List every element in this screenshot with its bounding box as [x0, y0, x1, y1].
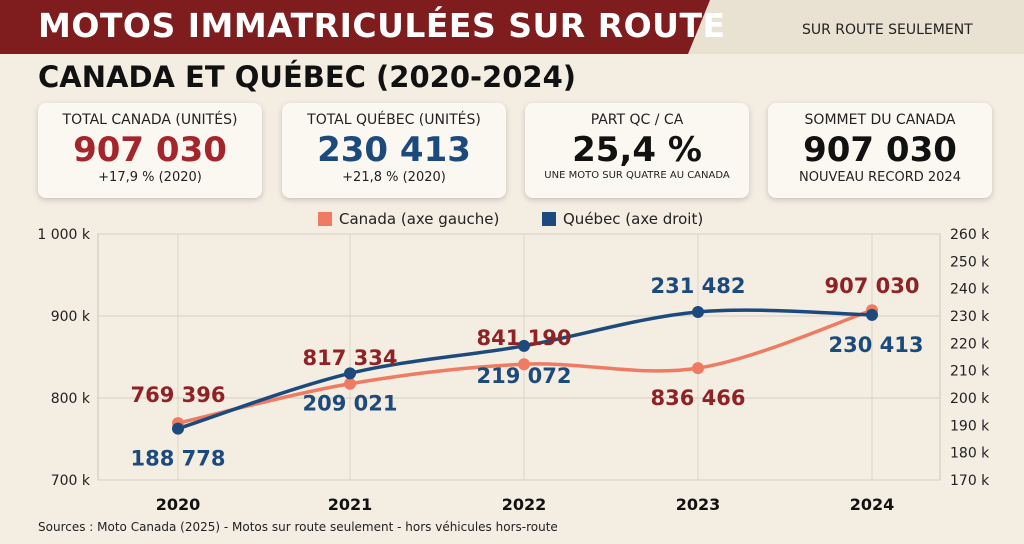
y-right-tick-label: 170 k — [950, 473, 990, 489]
y-left-tick-label: 800 k — [51, 391, 91, 407]
data-label-quebec: 230 413 — [829, 333, 924, 357]
card-label: TOTAL QUÉBEC (UNITÉS) — [307, 112, 481, 128]
y-right-tick-label: 220 k — [950, 336, 990, 352]
card-value: 25,4 % — [572, 130, 702, 170]
y-right-tick-label: 250 k — [950, 254, 990, 270]
point-quebec — [344, 367, 356, 380]
x-tick-label: 2023 — [676, 495, 721, 514]
data-label-quebec: 231 482 — [651, 274, 746, 298]
card-peak: SOMMET DU CANADA 907 030 NOUVEAU RECORD … — [768, 103, 992, 198]
x-tick-label: 2020 — [156, 495, 201, 514]
plot-frame — [97, 233, 941, 481]
source-note: Sources : Moto Canada (2025) - Motos sur… — [38, 520, 558, 534]
point-quebec — [692, 305, 704, 318]
y-right-tick-label: 200 k — [950, 391, 990, 407]
card-total-canada: TOTAL CANADA (UNITÉS) 907 030 +17,9 % (2… — [38, 103, 262, 198]
legend-label-canada: Canada (axe gauche) — [339, 210, 500, 228]
card-share: PART QC / CA 25,4 % UNE MOTO SUR QUATRE … — [525, 103, 749, 198]
y-right-tick-label: 230 k — [950, 309, 990, 325]
y-right-tick-label: 180 k — [950, 446, 990, 462]
card-label: SOMMET DU CANADA — [804, 112, 956, 128]
card-value: 230 413 — [317, 130, 471, 170]
card-value: 907 030 — [73, 130, 227, 170]
y-left-tick-label: 900 k — [51, 309, 91, 325]
data-label-canada: 841 190 — [477, 326, 572, 350]
page-title: MOTOS IMMATRICULÉES SUR ROUTE — [38, 6, 726, 45]
card-value: 907 030 — [803, 130, 957, 170]
legend-item-quebec: Québec (axe droit) — [542, 210, 703, 228]
tag-banner — [688, 0, 1024, 54]
point-canada — [518, 358, 530, 371]
card-label: TOTAL CANADA (UNITÉS) — [62, 112, 238, 128]
y-right-tick-label: 210 k — [950, 364, 990, 380]
data-label-canada: 769 396 — [131, 383, 226, 407]
point-quebec — [172, 422, 184, 435]
card-label: PART QC / CA — [590, 112, 684, 128]
card-note: UNE MOTO SUR QUATRE AU CANADA — [544, 170, 730, 181]
x-tick-label: 2022 — [502, 495, 547, 514]
card-note: NOUVEAU RECORD 2024 — [799, 170, 961, 185]
y-right-tick-label: 190 k — [950, 418, 990, 434]
card-total-quebec: TOTAL QUÉBEC (UNITÉS) 230 413 +21,8 % (2… — [282, 103, 506, 198]
point-canada — [692, 362, 704, 375]
point-canada — [344, 377, 356, 390]
data-label-canada: 836 466 — [651, 386, 746, 410]
legend-item-canada: Canada (axe gauche) — [318, 210, 499, 228]
x-tick-label: 2024 — [850, 495, 895, 514]
legend-swatch-canada — [318, 212, 332, 226]
card-note: +21,8 % (2020) — [342, 170, 446, 185]
legend-label-quebec: Québec (axe droit) — [563, 210, 704, 228]
page-subtitle: CANADA ET QUÉBEC (2020-2024) — [38, 60, 577, 94]
legend-swatch-quebec — [542, 212, 556, 226]
x-tick-label: 2021 — [328, 495, 373, 514]
data-label-quebec: 188 778 — [131, 447, 226, 471]
data-label-canada: 817 334 — [303, 346, 398, 370]
y-right-tick-label: 260 k — [950, 227, 990, 243]
point-quebec — [866, 308, 878, 321]
point-quebec — [518, 339, 530, 352]
y-left-tick-label: 1 000 k — [37, 227, 91, 243]
data-label-canada: 907 030 — [825, 274, 920, 298]
data-label-quebec: 219 072 — [477, 364, 572, 388]
y-right-tick-label: 240 k — [950, 282, 990, 298]
scope-tag: SUR ROUTE SEULEMENT — [802, 22, 973, 38]
y-left-tick-label: 700 k — [51, 473, 91, 489]
card-note: +17,9 % (2020) — [98, 170, 202, 185]
data-label-quebec: 209 021 — [303, 391, 398, 415]
